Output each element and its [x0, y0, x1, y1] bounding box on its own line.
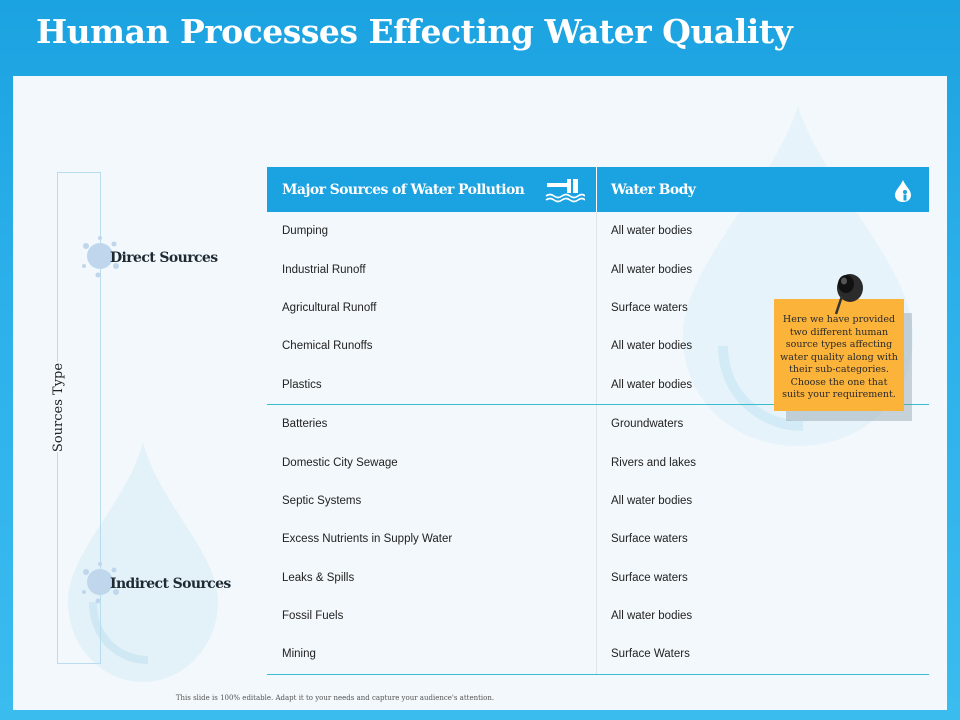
table-row: Leaks & Spills Surface waters — [267, 558, 929, 597]
water-body-cell: Rivers and lakes — [611, 456, 697, 469]
table-bottom-border — [267, 673, 929, 675]
header-water-body: Water Body — [597, 167, 929, 212]
source-cell: Excess Nutrients in Supply Water — [267, 520, 597, 559]
water-body-cell: All water bodies — [611, 225, 693, 238]
table-row: Septic Systems All water bodies — [267, 481, 929, 521]
push-pin-icon — [834, 274, 863, 315]
section-divider — [267, 403, 929, 405]
source-cell: Dumping — [267, 212, 597, 251]
water-body-cell: Surface waters — [611, 533, 688, 546]
water-body-cell: All water bodies — [611, 263, 693, 276]
page-title: Human Processes Effecting Water Quality — [36, 12, 793, 51]
water-drop-background-icon — [68, 442, 218, 682]
table-row: Chemical Runoffs All water bodies — [267, 327, 929, 366]
water-body-cell: All water bodies — [611, 378, 693, 391]
sources-bracket-edge — [100, 172, 101, 664]
footer-note: This slide is 100% editable. Adapt it to… — [175, 694, 495, 702]
table-row: Excess Nutrients in Supply Water Surface… — [267, 520, 929, 559]
source-cell: Chemical Runoffs — [267, 327, 597, 366]
table-row: Mining Surface Waters — [267, 635, 929, 674]
source-cell: Septic Systems — [267, 481, 597, 521]
table-row: Fossil Fuels All water bodies — [267, 596, 929, 636]
water-body-cell: All water bodies — [611, 340, 693, 353]
water-drop-person-icon — [895, 180, 911, 202]
table-row: Plastics All water bodies — [267, 365, 929, 404]
table-body-indirect: Batteries Groundwaters Domestic City Sew… — [267, 404, 929, 674]
source-cell: Domestic City Sewage — [267, 443, 597, 482]
water-body-cell: All water bodies — [611, 494, 693, 507]
indirect-sources-label: Indirect Sources — [110, 576, 231, 592]
table-row: Agricultural Runoff Surface waters — [267, 288, 929, 328]
splash-icon — [82, 236, 119, 278]
water-body-cell: Surface Waters — [611, 648, 690, 661]
source-cell: Leaks & Spills — [267, 558, 597, 597]
table-row: Domestic City Sewage Rivers and lakes — [267, 443, 929, 482]
factory-pipe-icon — [545, 179, 585, 203]
header-sources: Major Sources of Water Pollution — [267, 167, 597, 212]
sticky-note: Here we have provided two different huma… — [774, 299, 904, 411]
table-header: Major Sources of Water Pollution Water B… — [267, 167, 929, 212]
table-row: Industrial Runoff All water bodies — [267, 250, 929, 289]
water-body-cell: All water bodies — [611, 610, 693, 623]
sticky-note-text: Here we have provided two different huma… — [780, 314, 898, 401]
water-body-cell: Surface waters — [611, 301, 688, 314]
source-cell: Batteries — [267, 404, 597, 444]
splash-icon — [82, 562, 119, 604]
sources-type-label-box: Sources Type — [47, 362, 71, 452]
source-cell: Agricultural Runoff — [267, 288, 597, 328]
sources-type-label: Sources Type — [51, 362, 67, 452]
source-cell: Mining — [267, 635, 597, 674]
table-row: Batteries Groundwaters — [267, 404, 929, 444]
header-water-body-label: Water Body — [611, 181, 696, 198]
header-sources-label: Major Sources of Water Pollution — [282, 181, 525, 198]
source-cell: Industrial Runoff — [267, 250, 597, 289]
pollution-table: Major Sources of Water Pollution Water B… — [267, 167, 929, 675]
water-body-cell: Groundwaters — [611, 418, 684, 431]
water-body-cell: Surface waters — [611, 571, 688, 584]
direct-sources-label: Direct Sources — [110, 250, 218, 266]
table-body-direct: Dumping All water bodies Industrial Runo… — [267, 212, 929, 404]
source-cell: Fossil Fuels — [267, 596, 597, 636]
table-row: Dumping All water bodies — [267, 212, 929, 251]
source-cell: Plastics — [267, 365, 597, 404]
